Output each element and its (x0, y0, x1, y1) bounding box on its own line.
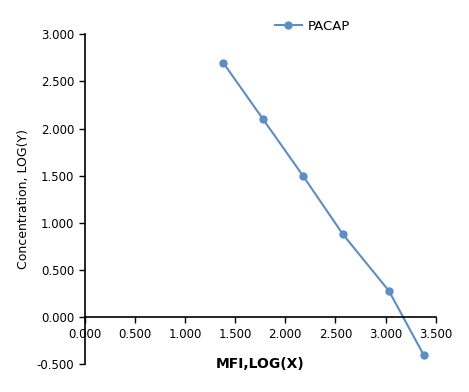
X-axis label: MFI,LOG(X): MFI,LOG(X) (216, 357, 304, 371)
PACAP (220, 60, 226, 65)
PACAP (421, 352, 426, 357)
Line: PACAP: PACAP (219, 59, 427, 358)
PACAP (300, 173, 306, 178)
Y-axis label: Concentration, LOG(Y): Concentration, LOG(Y) (17, 129, 30, 269)
PACAP (386, 289, 392, 293)
PACAP (340, 232, 346, 236)
PACAP (260, 117, 266, 122)
Legend: PACAP: PACAP (270, 15, 356, 38)
